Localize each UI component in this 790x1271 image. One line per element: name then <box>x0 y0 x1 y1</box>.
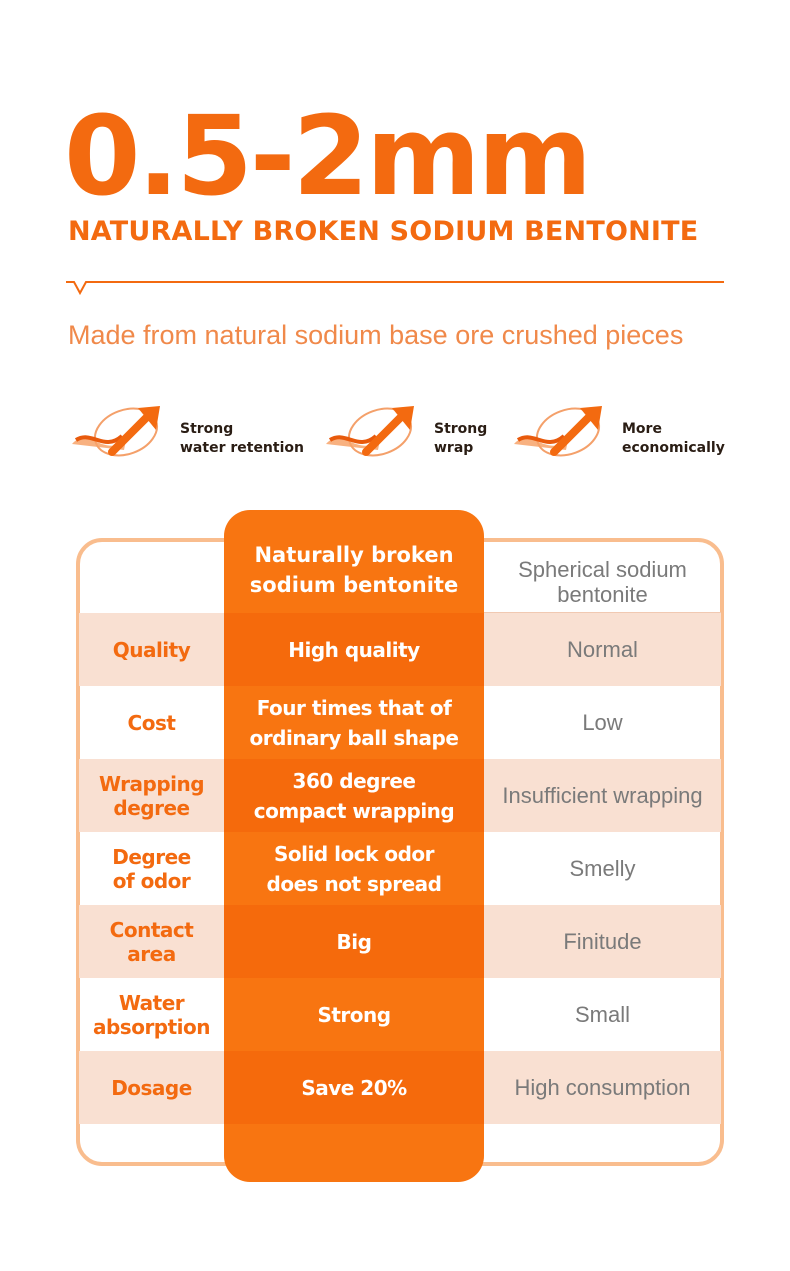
feature-label: More economically <box>622 421 725 456</box>
tagline-text: Made from natural sodium base ore crushe… <box>68 320 684 350</box>
row-spherical-value: Low <box>582 709 623 735</box>
row-naturally-broken-value: High quality <box>224 613 484 686</box>
feature-wrap: Strong wrap <box>322 400 502 470</box>
divider-line <box>66 281 724 296</box>
swirl-arrow-icon <box>326 406 414 457</box>
row-naturally-broken-value: Solid lock odor does not spread <box>224 832 484 905</box>
column-header-spherical: Spherical sodium bentonite <box>518 557 687 607</box>
row-attribute: Degree of odor <box>112 844 191 893</box>
feature-water-retention: Strong water retention <box>68 400 308 470</box>
product-name-heading: NATURALLY BROKEN SODIUM BENTONITE <box>68 216 699 247</box>
row-spherical-value: Normal <box>567 636 638 662</box>
table-row: Cost Four times that of ordinary ball sh… <box>79 686 721 759</box>
row-spherical-value: Insufficient wrapping <box>502 782 703 808</box>
table-row: Dosage Save 20% High consumption <box>79 1051 721 1124</box>
row-naturally-broken-value: Strong <box>224 978 484 1051</box>
header-divider <box>484 612 721 613</box>
table-row: Quality High quality Normal <box>79 613 721 686</box>
row-attribute: Quality <box>112 637 191 662</box>
table-row: Degree of odor Solid lock odor does not … <box>79 832 721 905</box>
row-naturally-broken-value: Save 20% <box>224 1051 484 1124</box>
swirl-arrow-icon <box>72 406 160 457</box>
column-header-naturally-broken: Naturally broken sodium bentonite <box>249 543 459 597</box>
table-row: Water absorption Strong Small <box>79 978 721 1051</box>
row-naturally-broken-value: Four times that of ordinary ball shape <box>224 686 484 759</box>
table-row: Contact area Big Finitude <box>79 905 721 978</box>
row-attribute: Wrapping degree <box>98 771 205 820</box>
row-attribute: Cost <box>127 710 176 735</box>
row-spherical-value: Smelly <box>569 855 636 881</box>
feature-label: Strong wrap <box>434 421 488 456</box>
feature-economical: More economically <box>510 400 730 470</box>
row-spherical-value: Finitude <box>563 928 642 954</box>
row-attribute: Water absorption <box>92 990 211 1039</box>
swirl-arrow-icon <box>514 406 602 457</box>
size-range-title: 0.5-2mm <box>64 92 592 220</box>
row-spherical-value: High consumption <box>514 1074 691 1100</box>
row-attribute: Contact area <box>109 917 194 966</box>
feature-label: Strong water retention <box>180 421 304 456</box>
row-naturally-broken-value: 360 degree compact wrapping <box>224 759 484 832</box>
table-row: Wrapping degree 360 degree compact wrapp… <box>79 759 721 832</box>
row-naturally-broken-value: Big <box>224 905 484 978</box>
row-attribute: Dosage <box>111 1075 192 1100</box>
row-spherical-value: Small <box>574 1001 630 1027</box>
